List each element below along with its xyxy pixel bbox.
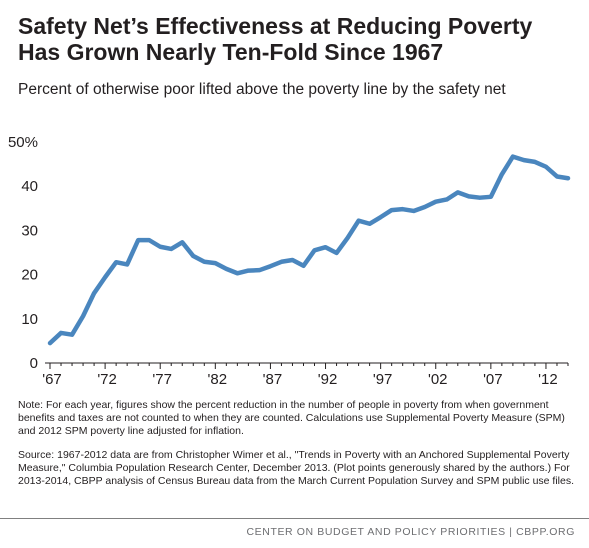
footer-divider: [0, 518, 589, 519]
x-tick-label: '07: [483, 371, 503, 388]
chart-subtitle: Percent of otherwise poor lifted above t…: [18, 81, 506, 98]
x-tick-label: '92: [318, 371, 338, 388]
x-axis: '67 '72 '77 '82 '87 '92 '97 '02 '07 '12: [42, 362, 569, 388]
x-tick-label: '67: [42, 371, 62, 388]
y-tick-label: 40: [21, 178, 38, 195]
y-tick-label: 20: [21, 267, 38, 284]
line-chart: 0 10 20 30 40 50% '67 '72 '77 '82 '87 '92 '97 '02 '07…: [8, 134, 571, 388]
y-axis-labels: 0 10 20 30 40 50%: [8, 134, 38, 372]
x-tick-label: '97: [373, 371, 393, 388]
chart-title-line-1: Safety Net’s Effectiveness at Reducing P…: [18, 13, 533, 39]
x-tick-label: '72: [97, 371, 117, 388]
chart-title-line-2: Has Grown Nearly Ten-Fold Since 1967: [18, 39, 444, 65]
x-tick-label: '77: [152, 371, 172, 388]
footer-credit: CENTER ON BUDGET AND POLICY PRIORITIES |…: [246, 526, 575, 538]
series-layer: [47, 154, 571, 346]
y-tick-label: 0: [30, 355, 38, 372]
x-tick-label: '82: [208, 371, 228, 388]
series-line: [47, 154, 571, 346]
chart-note: Note: For each year, figures show the pe…: [18, 399, 565, 437]
x-tick-label: '02: [428, 371, 448, 388]
chart-title: Safety Net’s Effectiveness at Reducing P…: [18, 13, 578, 65]
y-tick-label: 50%: [8, 134, 38, 151]
x-tick-label: '12: [538, 371, 558, 388]
chart-source: Source: 1967-2012 data are from Christop…: [18, 449, 575, 487]
y-tick-label: 30: [21, 222, 38, 239]
y-tick-label: 10: [21, 311, 38, 328]
x-tick-label: '87: [263, 371, 283, 388]
